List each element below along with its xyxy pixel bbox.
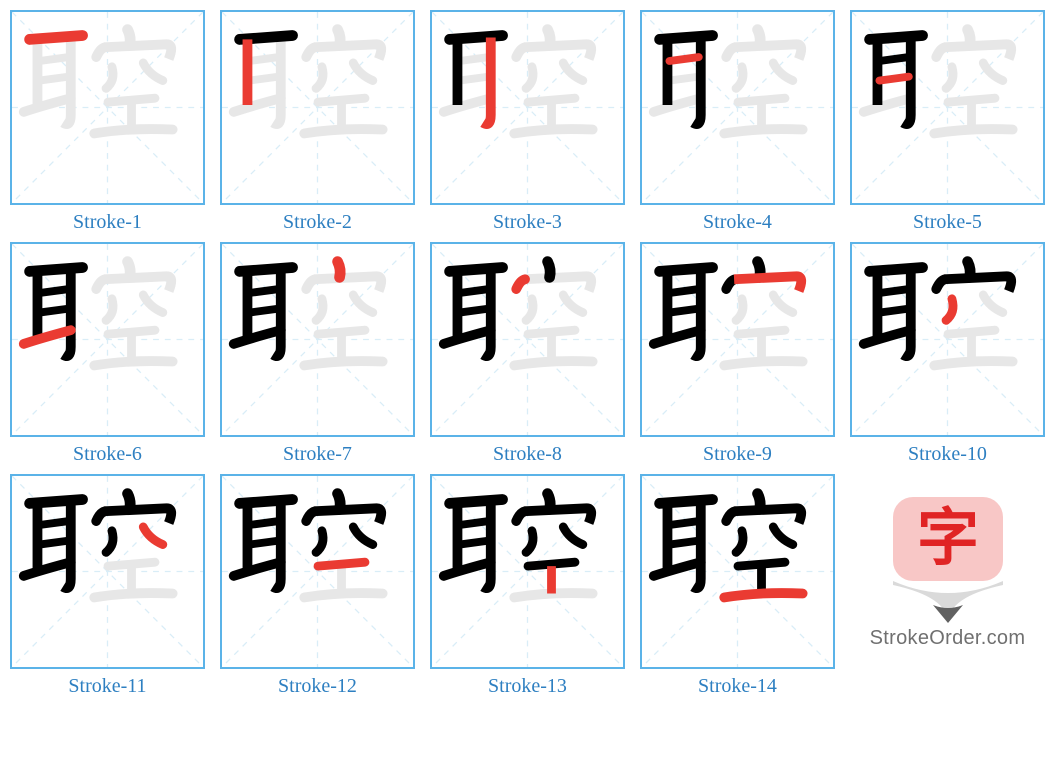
stroke-caption: Stroke-3 <box>493 211 562 234</box>
logo-cell: 字 StrokeOrder.com <box>850 474 1045 698</box>
stroke-cell: Stroke-12 <box>220 474 415 698</box>
stroke-tile <box>220 242 415 437</box>
stroke-cell: Stroke-2 <box>220 10 415 234</box>
stroke-tile <box>430 474 625 669</box>
stroke-tile <box>10 474 205 669</box>
stroke-caption: Stroke-12 <box>278 675 357 698</box>
stroke-cell: Stroke-13 <box>430 474 625 698</box>
stroke-caption: Stroke-5 <box>913 211 982 234</box>
stroke-cell: Stroke-11 <box>10 474 205 698</box>
stroke-caption: Stroke-10 <box>908 443 987 466</box>
stroke-caption: Stroke-1 <box>73 211 142 234</box>
stroke-cell: Stroke-1 <box>10 10 205 234</box>
stroke-cell: Stroke-8 <box>430 242 625 466</box>
stroke-tile <box>640 10 835 205</box>
stroke-cell: Stroke-10 <box>850 242 1045 466</box>
stroke-caption: Stroke-4 <box>703 211 772 234</box>
stroke-cell: Stroke-4 <box>640 10 835 234</box>
stroke-cell: Stroke-9 <box>640 242 835 466</box>
stroke-cell: Stroke-14 <box>640 474 835 698</box>
stroke-tile <box>220 474 415 669</box>
stroke-tile <box>220 10 415 205</box>
stroke-cell: Stroke-7 <box>220 242 415 466</box>
stroke-tile <box>850 242 1045 437</box>
stroke-tile <box>430 10 625 205</box>
stroke-cell: Stroke-3 <box>430 10 625 234</box>
stroke-caption: Stroke-9 <box>703 443 772 466</box>
stroke-cell: Stroke-5 <box>850 10 1045 234</box>
stroke-grid: Stroke-1 Stroke-2 Stroke-3 Stroke-4 Stroke-5… <box>10 10 1040 698</box>
stroke-caption: Stroke-7 <box>283 443 352 466</box>
stroke-tile <box>10 10 205 205</box>
stroke-caption: Stroke-8 <box>493 443 562 466</box>
stroke-tile <box>640 242 835 437</box>
stroke-cell: Stroke-6 <box>10 242 205 466</box>
stroke-caption: Stroke-6 <box>73 443 142 466</box>
stroke-tile <box>640 474 835 669</box>
stroke-caption: Stroke-2 <box>283 211 352 234</box>
site-logo: 字 StrokeOrder.com <box>850 474 1045 669</box>
stroke-tile <box>430 242 625 437</box>
stroke-caption: Stroke-11 <box>68 675 146 698</box>
stroke-caption: Stroke-13 <box>488 675 567 698</box>
stroke-tile <box>10 242 205 437</box>
site-name: StrokeOrder.com <box>870 627 1026 650</box>
stroke-tile <box>850 10 1045 205</box>
stroke-caption: Stroke-14 <box>698 675 777 698</box>
svg-text:字: 字 <box>916 504 978 573</box>
